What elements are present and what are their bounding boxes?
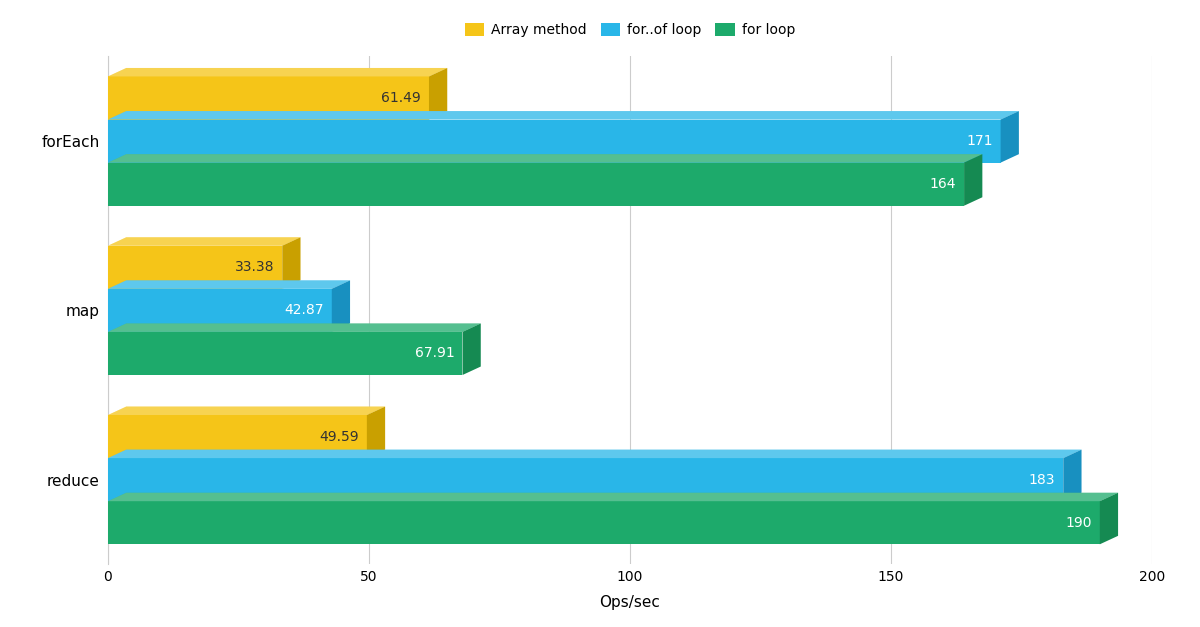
Polygon shape bbox=[331, 280, 350, 332]
Text: 49.59: 49.59 bbox=[319, 429, 359, 443]
Polygon shape bbox=[108, 406, 385, 415]
Polygon shape bbox=[1063, 450, 1081, 501]
Polygon shape bbox=[108, 406, 385, 415]
Bar bbox=[108, 289, 331, 332]
Text: 190: 190 bbox=[1066, 516, 1092, 530]
Polygon shape bbox=[282, 237, 300, 289]
Text: 171: 171 bbox=[966, 134, 992, 148]
Polygon shape bbox=[108, 111, 1019, 120]
Polygon shape bbox=[108, 237, 300, 246]
Polygon shape bbox=[108, 280, 350, 289]
Polygon shape bbox=[1001, 111, 1019, 162]
Polygon shape bbox=[108, 493, 1118, 501]
Polygon shape bbox=[1099, 493, 1118, 544]
Bar bbox=[108, 458, 1063, 501]
Text: 183: 183 bbox=[1028, 473, 1056, 487]
Polygon shape bbox=[108, 154, 983, 162]
Bar bbox=[108, 76, 428, 120]
Bar bbox=[108, 415, 367, 458]
Bar bbox=[108, 246, 282, 289]
Text: 164: 164 bbox=[930, 177, 956, 191]
Polygon shape bbox=[108, 237, 300, 246]
Polygon shape bbox=[108, 324, 481, 332]
Bar bbox=[108, 501, 1099, 544]
Polygon shape bbox=[367, 406, 385, 458]
Polygon shape bbox=[108, 493, 1118, 501]
Polygon shape bbox=[108, 324, 481, 332]
Polygon shape bbox=[108, 68, 448, 76]
Polygon shape bbox=[108, 450, 1081, 458]
Polygon shape bbox=[108, 450, 1081, 458]
Bar bbox=[108, 332, 462, 375]
Text: 61.49: 61.49 bbox=[382, 91, 421, 105]
Polygon shape bbox=[428, 68, 448, 120]
Polygon shape bbox=[108, 280, 350, 289]
X-axis label: Ops/sec: Ops/sec bbox=[600, 595, 660, 610]
Polygon shape bbox=[108, 154, 983, 162]
Text: 33.38: 33.38 bbox=[235, 260, 275, 274]
Polygon shape bbox=[108, 111, 1019, 120]
Polygon shape bbox=[964, 154, 983, 206]
Text: 67.91: 67.91 bbox=[415, 347, 455, 361]
Bar bbox=[108, 120, 1001, 162]
Text: 42.87: 42.87 bbox=[284, 303, 324, 317]
Polygon shape bbox=[462, 324, 481, 375]
Legend: Array method, for..of loop, for loop: Array method, for..of loop, for loop bbox=[460, 18, 800, 43]
Bar bbox=[108, 162, 964, 206]
Polygon shape bbox=[108, 68, 448, 76]
